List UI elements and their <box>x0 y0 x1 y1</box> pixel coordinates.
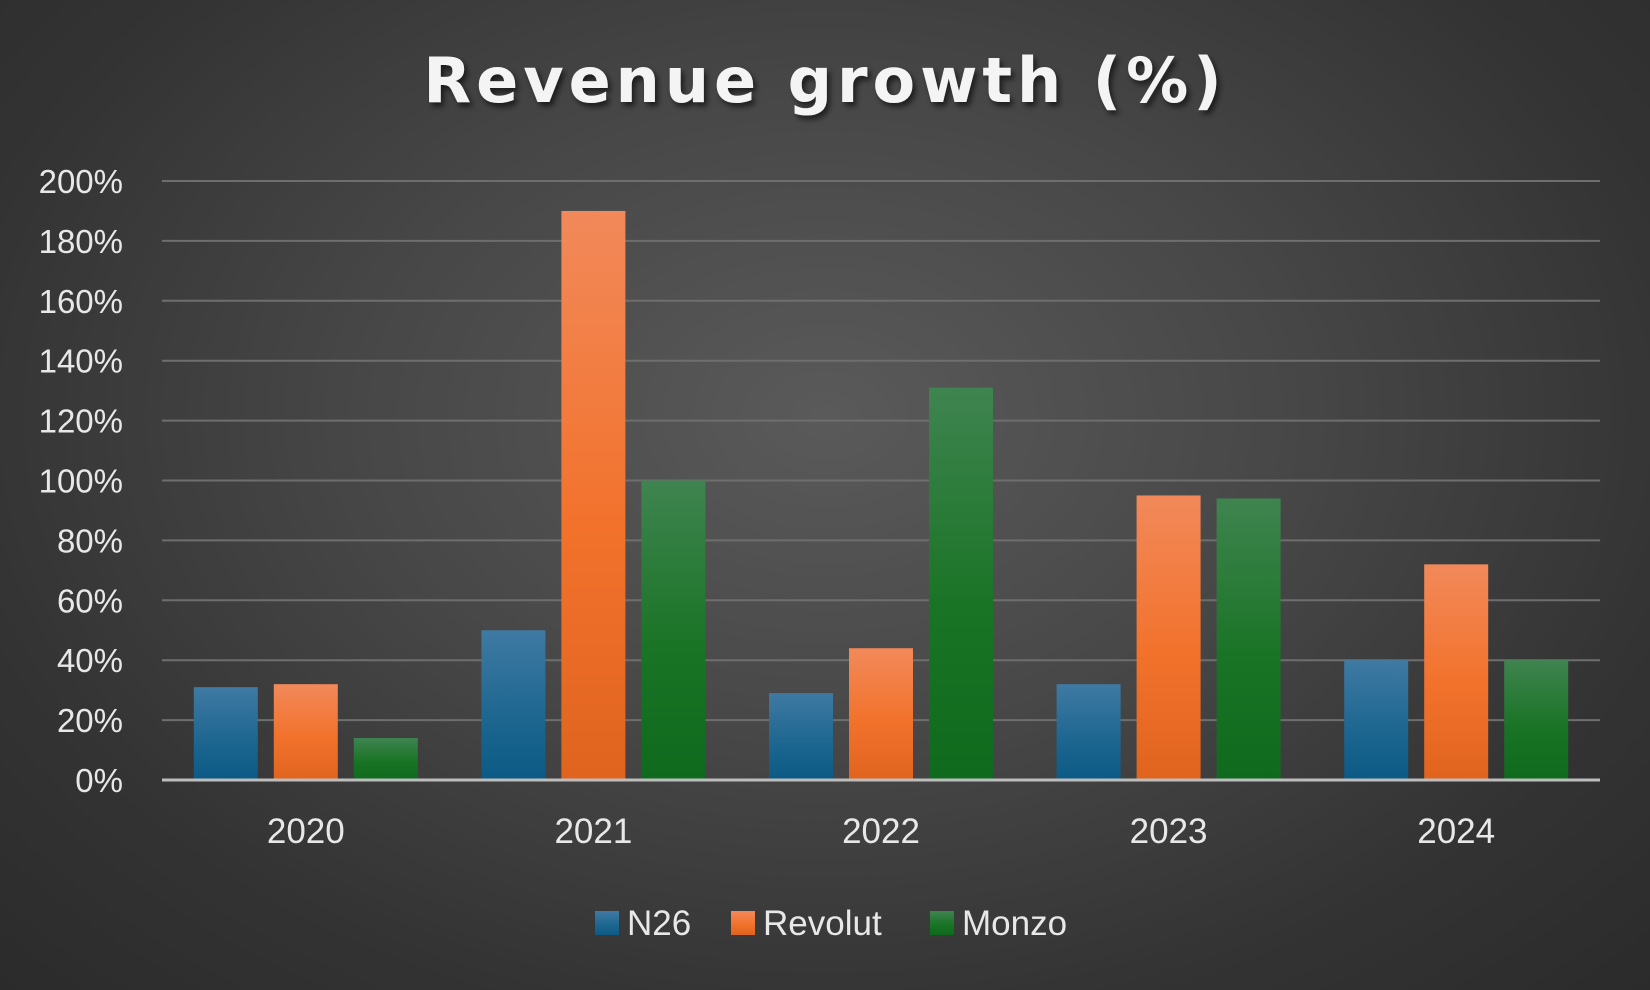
x-axis-ticks: 2020 2021 2022 2023 2024 <box>267 812 1495 851</box>
y-tick-label: 120% <box>39 403 123 440</box>
bar-monzo-2021 <box>641 480 706 780</box>
bar-monzo-2020 <box>353 738 418 780</box>
y-tick-label: 20% <box>57 702 123 739</box>
bar-n26-2022 <box>769 693 833 780</box>
legend-label-revolut: Revolut <box>763 904 882 943</box>
bar-monzo-2022 <box>929 387 993 780</box>
bar-monzo-2024 <box>1504 660 1569 780</box>
gridlines <box>162 180 1600 722</box>
bars <box>193 210 1569 780</box>
y-tick-label: 40% <box>57 642 123 679</box>
bar-n26-2020 <box>193 687 258 780</box>
y-tick-label: 0% <box>75 762 123 799</box>
y-axis-ticks: 0% 20% 40% 60% 80% 100% 120% 140% 160% 180% 200% <box>39 163 123 799</box>
bar-revolut-2023 <box>1136 495 1201 780</box>
y-tick-label: 160% <box>39 283 123 320</box>
x-tick-label: 2024 <box>1417 812 1495 851</box>
y-tick-label: 100% <box>39 463 123 500</box>
bar-revolut-2024 <box>1424 564 1489 780</box>
x-tick-label: 2020 <box>267 812 345 851</box>
y-tick-label: 80% <box>57 522 123 559</box>
y-tick-label: 140% <box>39 343 123 380</box>
bar-n26-2021 <box>481 630 546 780</box>
x-tick-label: 2021 <box>554 812 632 851</box>
bar-revolut-2021 <box>561 210 626 780</box>
bar-n26-2024 <box>1344 660 1409 780</box>
legend: N26 Revolut Monzo <box>595 904 1067 943</box>
x-tick-label: 2023 <box>1130 812 1208 851</box>
bar-revolut-2022 <box>849 648 913 780</box>
y-tick-label: 60% <box>57 582 123 619</box>
x-tick-label: 2022 <box>842 812 920 851</box>
chart-title: Revenue growth (%) <box>423 44 1226 117</box>
bar-revolut-2020 <box>273 684 338 780</box>
y-tick-label: 180% <box>39 223 123 260</box>
legend-swatch-n26 <box>595 911 619 935</box>
bar-monzo-2023 <box>1216 498 1281 780</box>
legend-swatch-revolut <box>731 911 755 935</box>
legend-swatch-monzo <box>930 911 954 935</box>
bar-n26-2023 <box>1056 684 1121 780</box>
y-tick-label: 200% <box>39 163 123 200</box>
legend-label-monzo: Monzo <box>962 904 1067 943</box>
legend-label-n26: N26 <box>627 904 691 943</box>
